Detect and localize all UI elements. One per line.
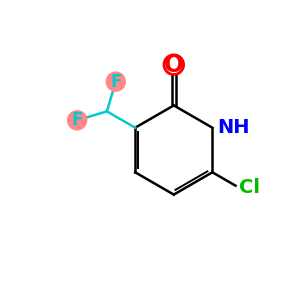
Text: F: F <box>110 73 122 91</box>
Circle shape <box>68 111 87 130</box>
Circle shape <box>106 72 125 91</box>
Text: Cl: Cl <box>239 178 260 197</box>
Text: NH: NH <box>218 118 250 137</box>
Text: O: O <box>164 53 184 77</box>
Text: F: F <box>71 111 83 129</box>
